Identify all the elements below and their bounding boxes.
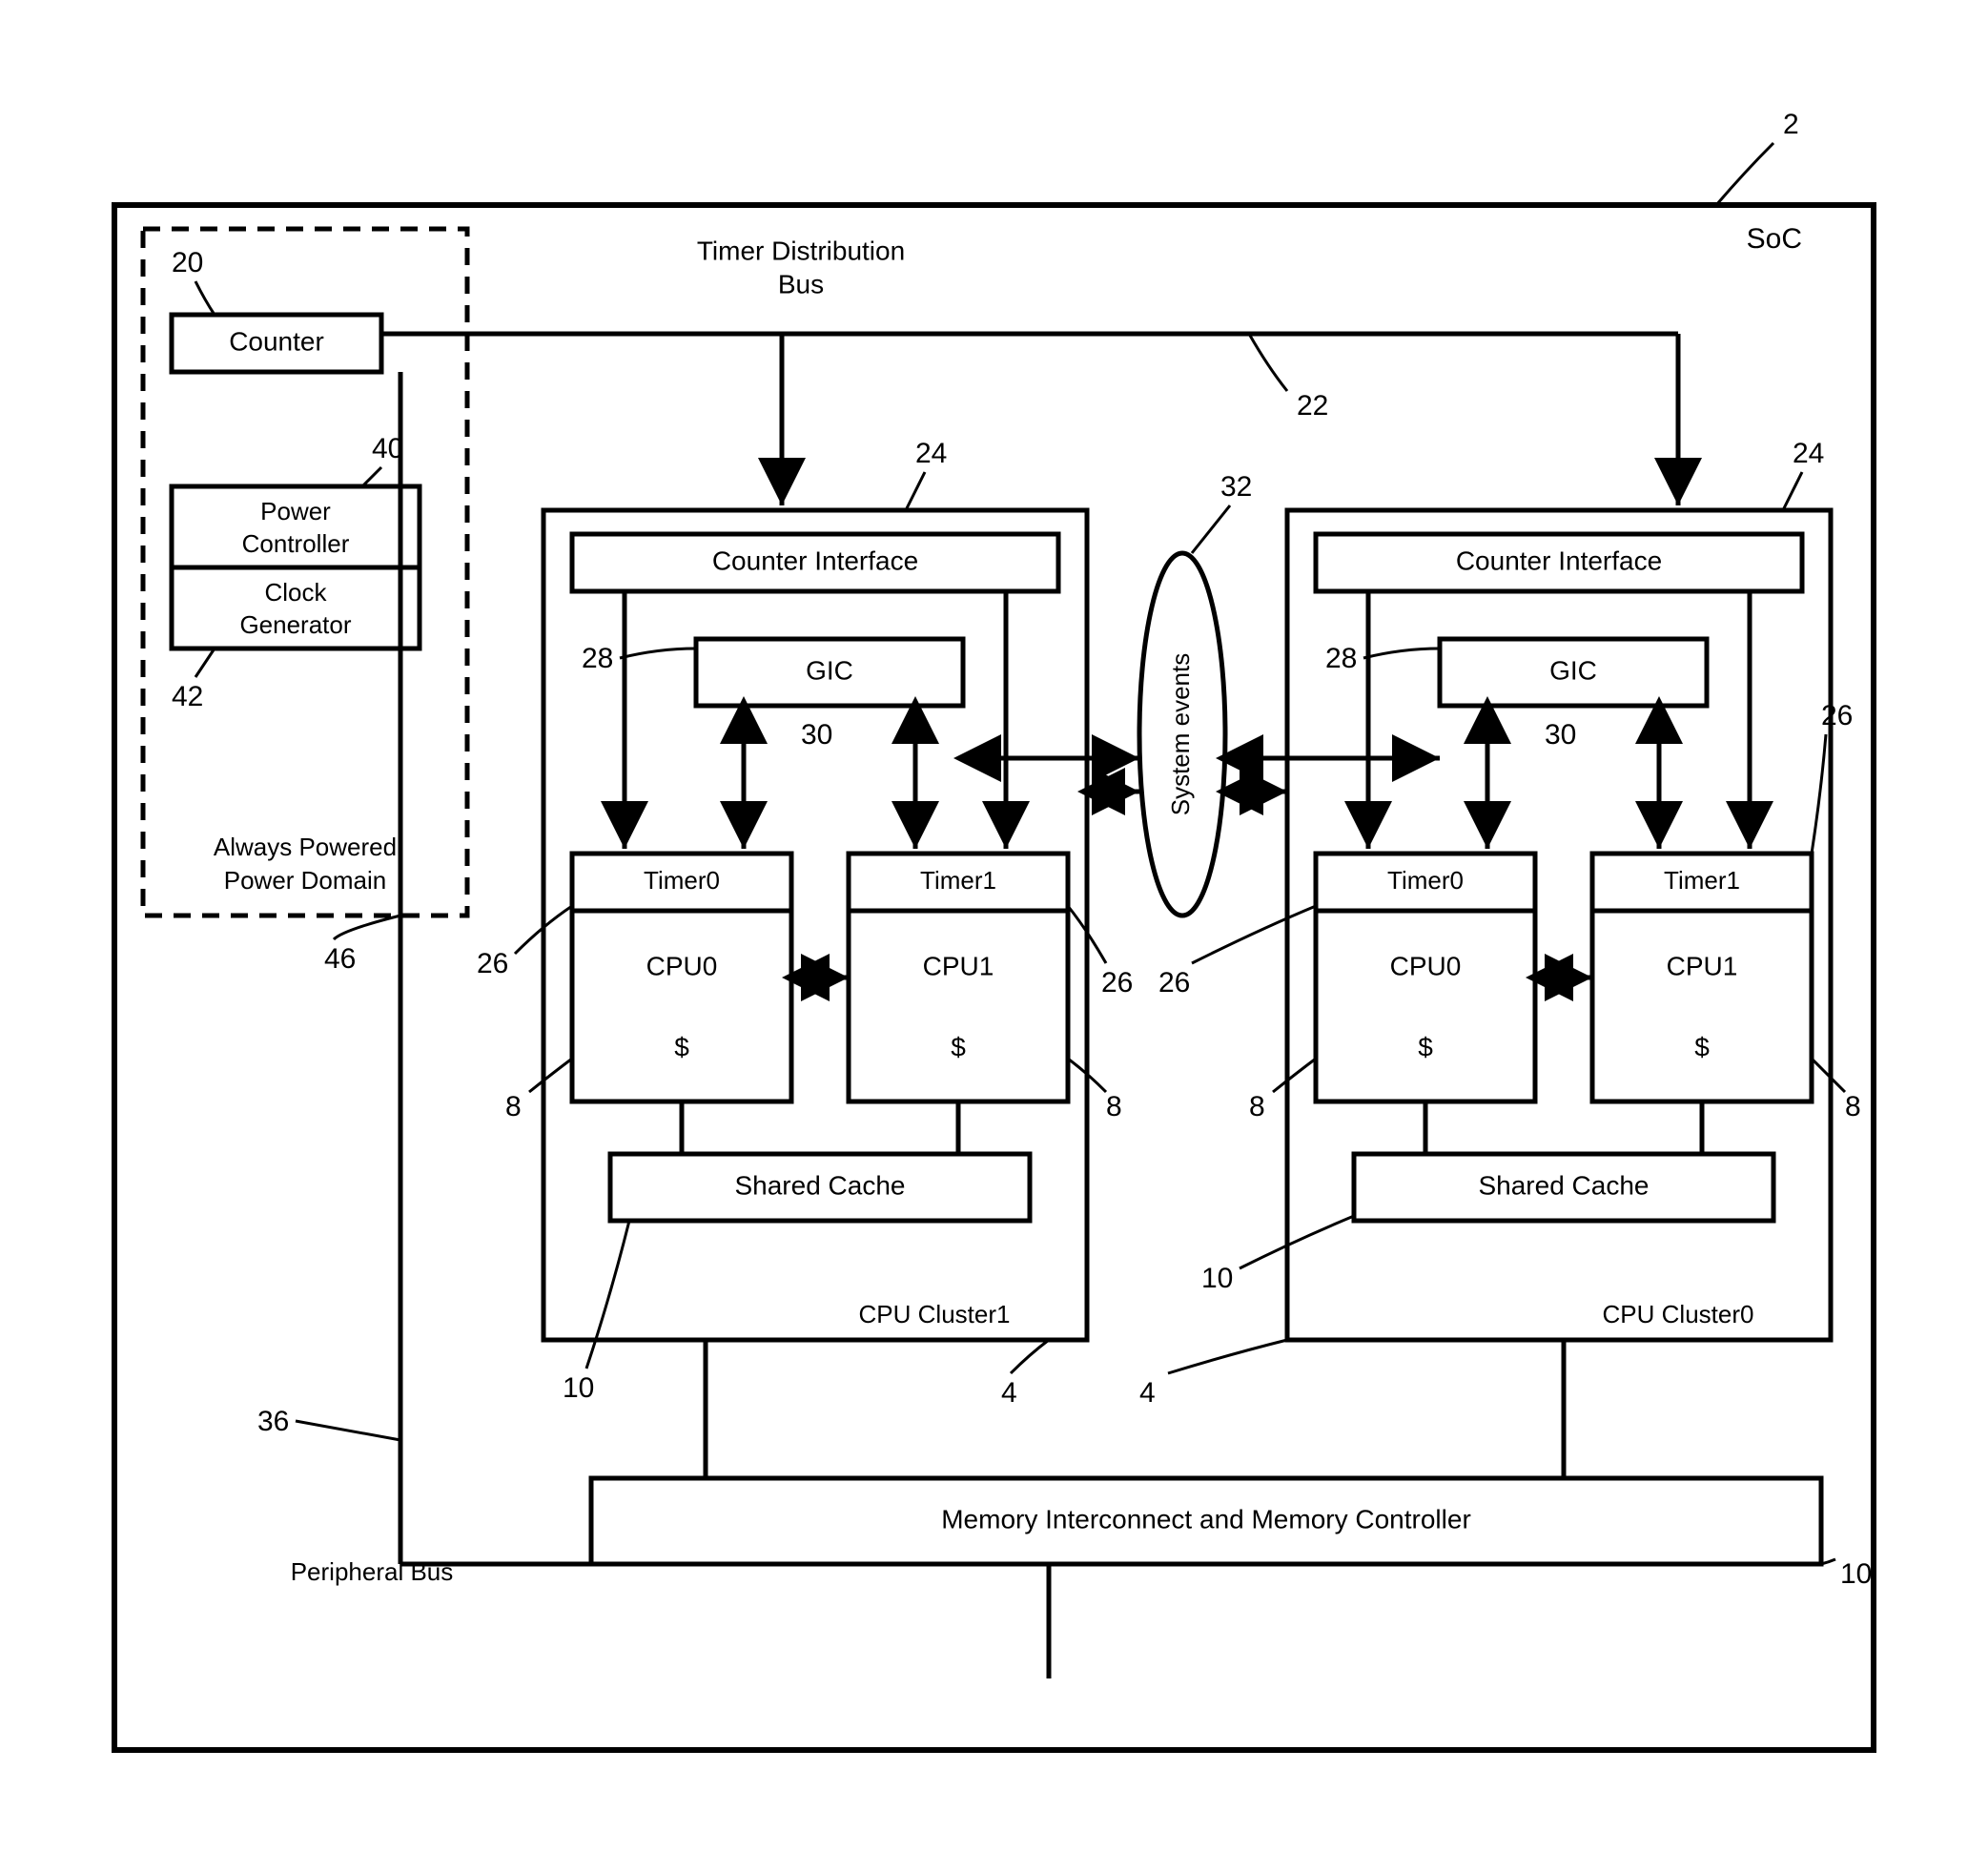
c0-sc: Shared Cache: [1478, 1170, 1649, 1200]
sc0-ref: 10: [1201, 1263, 1233, 1294]
gic0-label: GIC: [1549, 655, 1597, 685]
t8-ir: 8: [1106, 1091, 1122, 1122]
periph-label: Peripheral Bus: [291, 1557, 454, 1586]
cl0-ref: 4: [1139, 1377, 1156, 1409]
c1-t0: Timer0: [644, 866, 720, 895]
soc-ref: 2: [1783, 109, 1799, 140]
t26-ir: 26: [1101, 967, 1133, 999]
gic0-ref: 28: [1325, 643, 1357, 674]
t26-il2: 26: [1158, 967, 1190, 999]
title-l2: Bus: [778, 269, 824, 299]
clk-ref: 42: [172, 681, 203, 712]
counter-ref: 20: [172, 247, 203, 278]
counter-label: Counter: [229, 326, 324, 356]
gic1-ref: 28: [582, 643, 613, 674]
periph-ref: 36: [257, 1406, 289, 1437]
c1-cpu1: CPU1: [923, 951, 994, 980]
c0-cpu0: CPU0: [1390, 951, 1462, 980]
ci-ref-r: 24: [1793, 438, 1824, 469]
c1-cpu0: CPU0: [646, 951, 718, 980]
c0-t1: Timer1: [1664, 866, 1740, 895]
cl1-ref: 4: [1001, 1377, 1017, 1409]
pwr-l2: Controller: [242, 529, 350, 558]
mem-ref: 10: [1840, 1558, 1872, 1590]
ci1-label: Counter Interface: [712, 546, 918, 575]
soc-label: SoC: [1747, 223, 1802, 255]
mem-label: Memory Interconnect and Memory Controlle…: [941, 1504, 1471, 1534]
sys-events-label: System events: [1166, 653, 1195, 816]
sys-events-ref: 32: [1220, 471, 1252, 503]
always-powered-l2: Power Domain: [224, 866, 387, 895]
ci-ref-l: 24: [915, 438, 947, 469]
t26-ro: 26: [1821, 700, 1853, 731]
t8-c0l: 8: [1249, 1091, 1265, 1122]
sc1-ref: 10: [563, 1372, 594, 1404]
pwr-l1: Power: [260, 497, 331, 525]
always-powered-ref: 46: [324, 943, 356, 975]
ci0-label: Counter Interface: [1456, 546, 1662, 575]
soc-diagram: SoC 2 Always Powered Power Domain 46 Cou…: [38, 38, 1950, 1815]
arr0-ref: 30: [1545, 719, 1576, 751]
t26-ol: 26: [477, 948, 508, 979]
cluster1-name: CPU Cluster1: [859, 1300, 1011, 1328]
c0-t0: Timer0: [1387, 866, 1464, 895]
c1-cache0: $: [674, 1032, 689, 1061]
t8-c0r: 8: [1845, 1091, 1861, 1122]
arr1-ref: 30: [801, 719, 832, 751]
always-powered-l1: Always Powered: [214, 833, 397, 861]
cluster-1: CPU Cluster1 Counter Interface GIC 28 30…: [543, 510, 1087, 1340]
t8-l: 8: [505, 1091, 522, 1122]
bus-ref: 22: [1297, 390, 1328, 422]
c0-cache0: $: [1418, 1032, 1433, 1061]
gic1-label: GIC: [806, 655, 853, 685]
clk-l1: Clock: [264, 578, 327, 607]
title-l1: Timer Distribution: [697, 236, 905, 265]
c0-cpu1: CPU1: [1667, 951, 1738, 980]
c1-sc: Shared Cache: [734, 1170, 905, 1200]
cluster-0: CPU Cluster0 Counter Interface GIC 28 30…: [1287, 510, 1831, 1340]
c1-cache1: $: [951, 1032, 966, 1061]
clk-l2: Generator: [239, 610, 351, 639]
c1-t1: Timer1: [920, 866, 996, 895]
c0-cache1: $: [1694, 1032, 1710, 1061]
cluster0-name: CPU Cluster0: [1603, 1300, 1754, 1328]
